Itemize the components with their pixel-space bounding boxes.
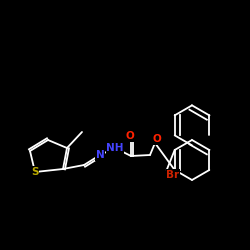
Text: NH: NH (106, 143, 124, 153)
Text: S: S (31, 167, 39, 177)
Text: N: N (96, 150, 104, 160)
Text: Br: Br (166, 170, 179, 180)
Text: O: O (126, 131, 134, 141)
Text: O: O (152, 134, 162, 144)
